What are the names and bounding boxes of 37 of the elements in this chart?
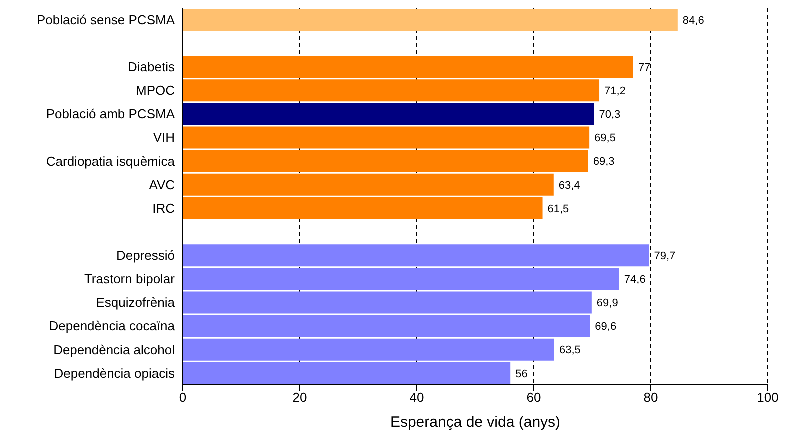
- x-axis-title: Esperança de vida (anys): [390, 414, 561, 431]
- y-tick-label: Població sense PCSMA: [36, 12, 176, 28]
- data-label: 79,7: [654, 250, 676, 262]
- y-tick-label: AVC: [149, 177, 175, 192]
- y-tick-label: Dependència alcohol: [54, 342, 176, 358]
- y-tick-label: IRC: [152, 200, 175, 216]
- data-label: 77: [638, 62, 651, 74]
- x-tick-label: 100: [757, 390, 779, 406]
- y-tick-label: Dependència cocaïna: [49, 318, 176, 334]
- y-tick-label: Població amb PCSMA: [46, 106, 176, 122]
- x-tick-label: 60: [526, 390, 542, 406]
- bar: [183, 8, 678, 31]
- y-tick-label: MPOC: [136, 83, 175, 98]
- data-label: 63,5: [559, 344, 581, 357]
- data-label: 63,4: [558, 180, 580, 192]
- data-label: 69,9: [596, 298, 618, 310]
- y-tick-label: Diabetis: [128, 60, 176, 75]
- data-label: 74,6: [624, 274, 646, 286]
- y-tick-label: Cardiopatia isquèmica: [46, 154, 176, 169]
- data-label: 69,5: [594, 132, 616, 145]
- x-tick-label: 80: [644, 390, 658, 406]
- y-tick-label: Depressió: [116, 248, 175, 264]
- data-label: 70,3: [599, 109, 621, 122]
- bar: [183, 103, 594, 126]
- y-tick-label: VIH: [153, 130, 175, 146]
- x-tick-label: 40: [410, 390, 424, 406]
- data-label: 71,2: [604, 86, 626, 98]
- data-label: 69,6: [595, 321, 617, 334]
- y-tick-label: Esquizofrènia: [96, 295, 176, 310]
- data-label: 84,6: [682, 14, 704, 27]
- data-label: 56: [516, 368, 528, 380]
- data-label: 61,5: [548, 203, 570, 216]
- x-tick-label: 0: [179, 390, 187, 406]
- y-tick-label: Dependència opiacis: [54, 366, 176, 381]
- x-tick-label: 20: [292, 390, 308, 406]
- data-label: 69,3: [593, 156, 615, 168]
- y-tick-label: Trastorn bipolar: [84, 272, 176, 287]
